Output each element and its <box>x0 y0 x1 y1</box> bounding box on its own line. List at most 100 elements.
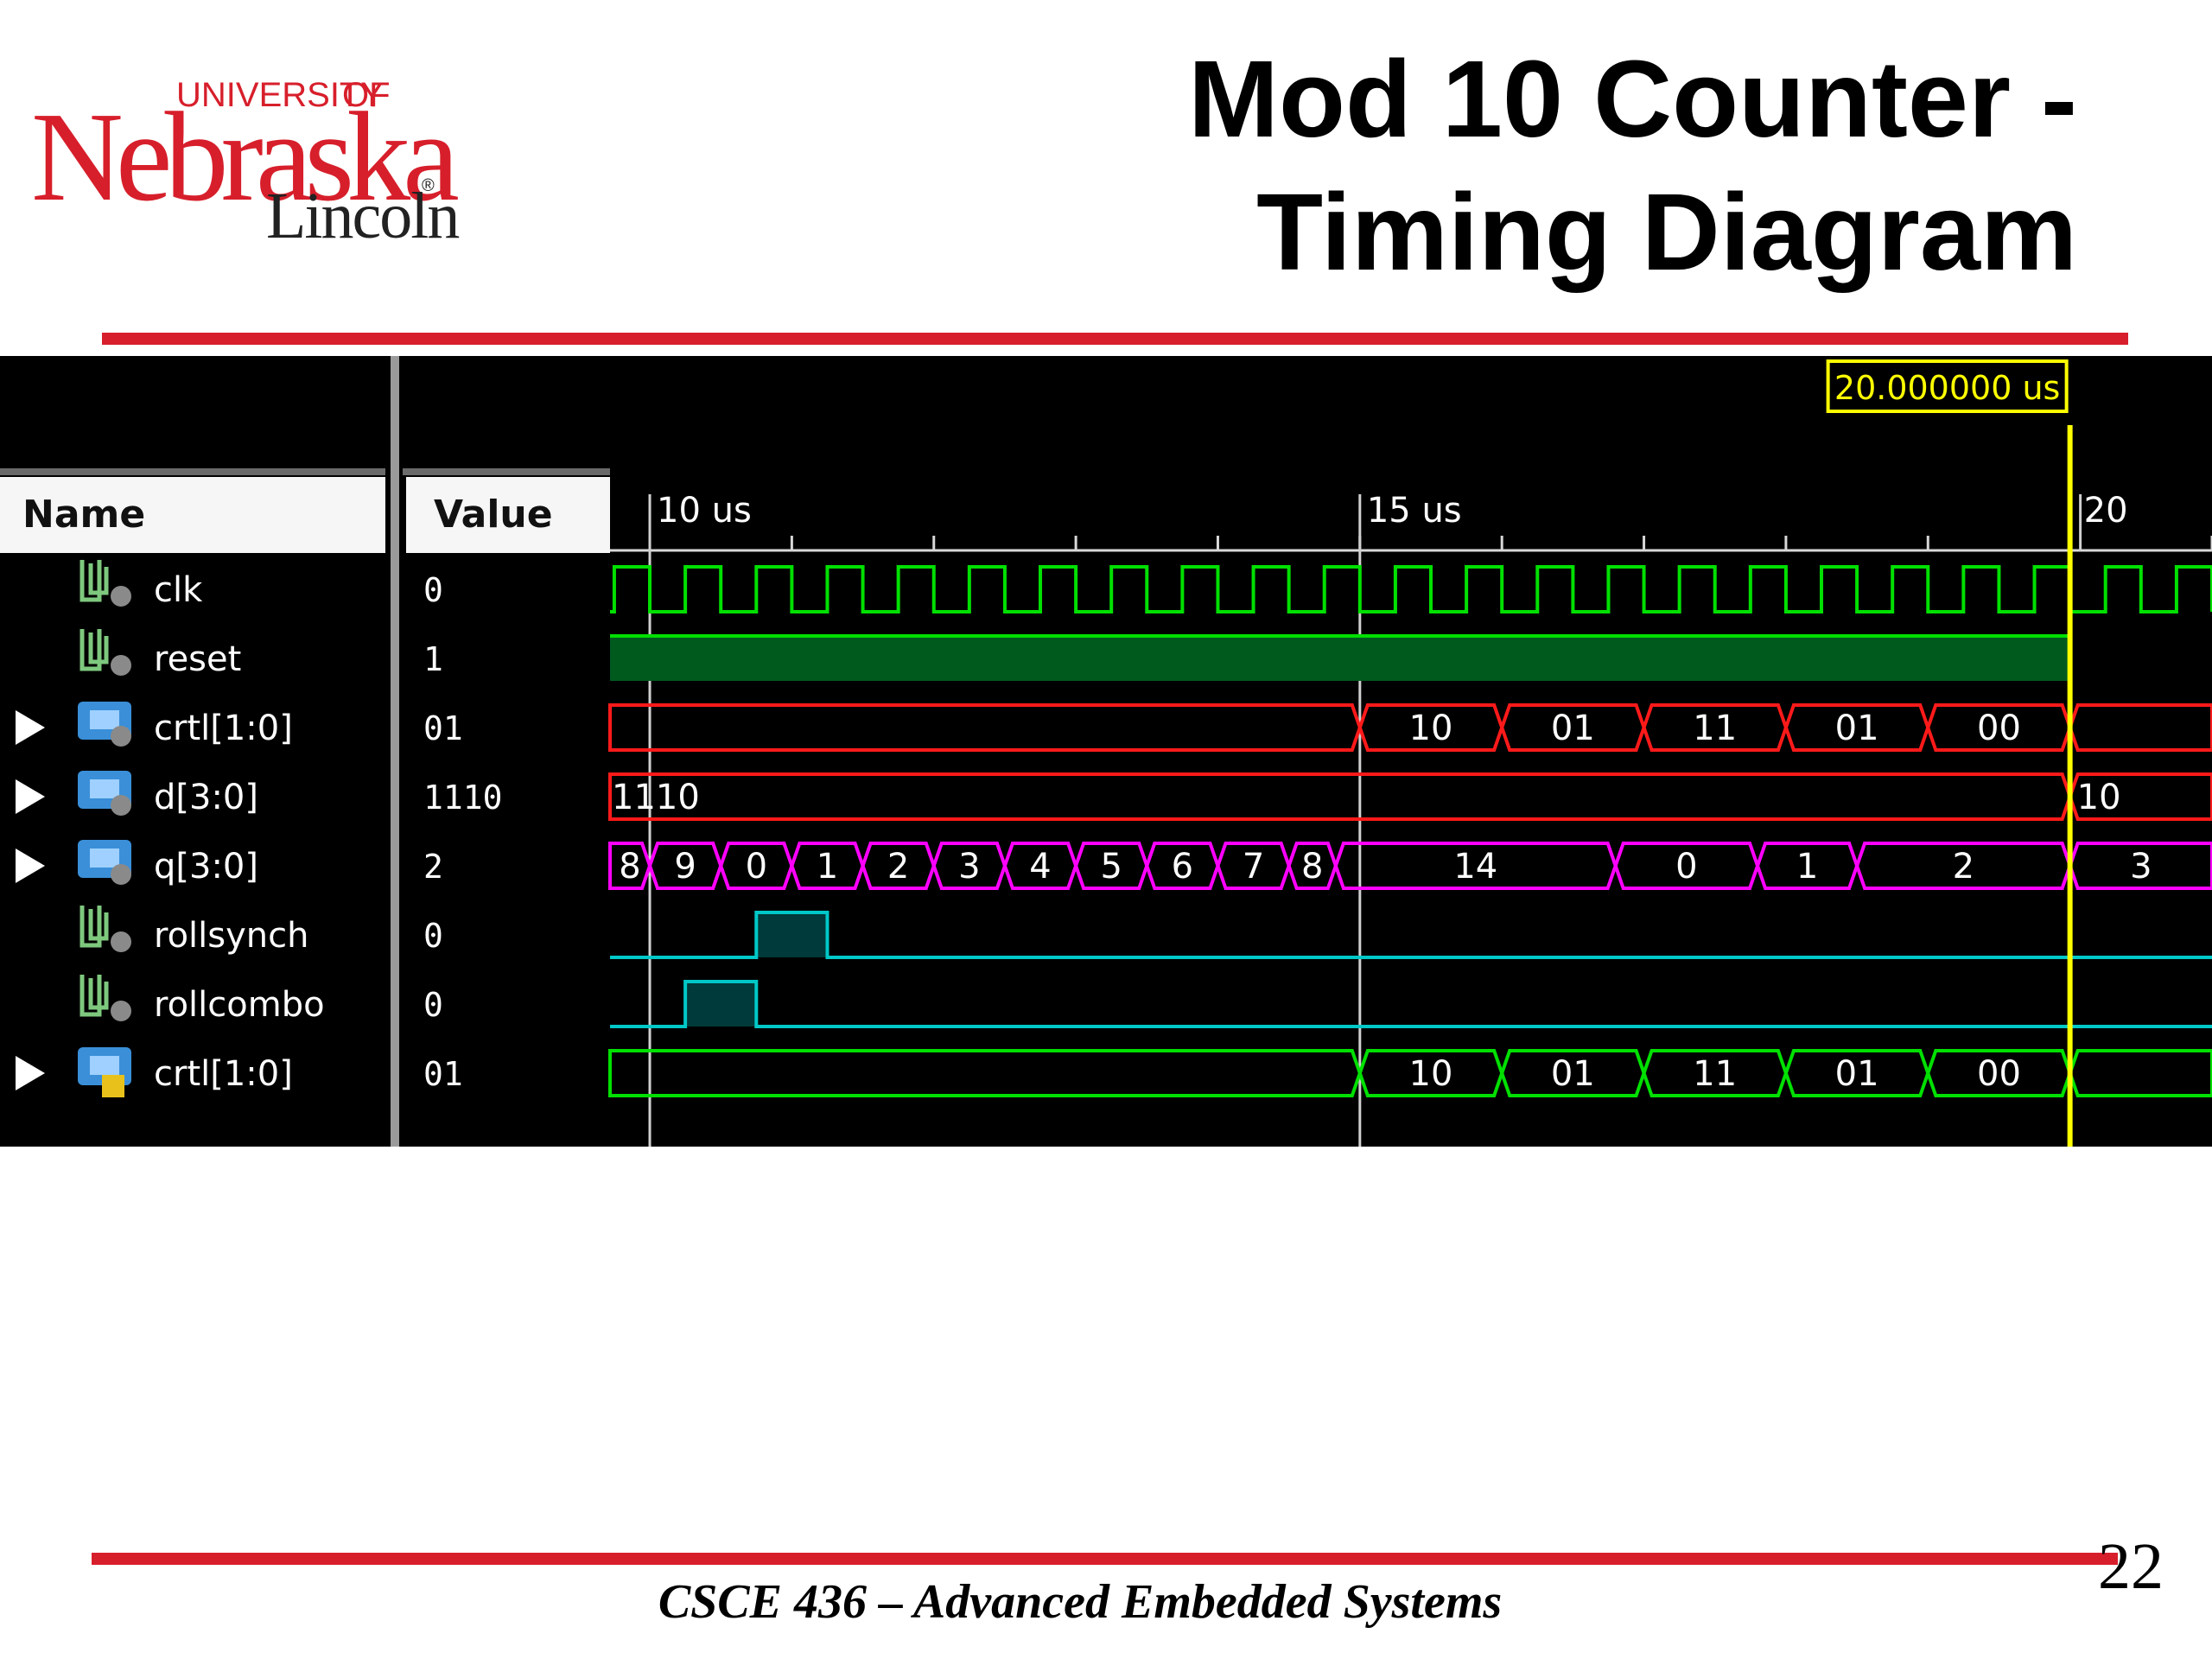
bus-segment <box>2068 772 2212 821</box>
signal-value: 0 <box>423 917 443 955</box>
cursor-readout-box <box>1826 359 2069 413</box>
bus-value-label: 01 <box>1551 1054 1595 1094</box>
bus-value-label: 10 <box>2077 778 2121 817</box>
signal-name[interactable]: rollsynch <box>154 916 308 956</box>
bus-value-label: 14 <box>1453 847 1497 887</box>
bus-value-label: 7 <box>1243 847 1264 887</box>
bus-value-label: 1110 <box>612 778 700 817</box>
bus-value-label: 2 <box>1953 847 1974 887</box>
bus-value-label: 01 <box>1551 709 1595 748</box>
signal-value: 01 <box>423 1055 463 1093</box>
header-divider <box>102 333 2128 345</box>
bus-icon-inner <box>90 779 119 798</box>
bus-value-label: 8 <box>1301 847 1323 887</box>
bus-value-label: 10 <box>1409 1054 1453 1094</box>
bus-value-label: 2 <box>887 847 909 887</box>
page-number: 22 <box>2098 1530 2164 1603</box>
signal-value: 1 <box>423 640 443 678</box>
bus-value-label: 10 <box>1409 709 1453 748</box>
bus-value-label: 0 <box>746 847 767 887</box>
reset-waveform <box>610 636 2070 681</box>
wire-icon-badge <box>111 586 131 607</box>
rollsynch-waveform <box>610 911 2212 959</box>
ruler-time-label: 10 us <box>657 491 752 531</box>
wire-icon-badge <box>111 931 131 952</box>
signal-name[interactable]: crtl[1:0] <box>154 1054 293 1094</box>
wire-icon-badge <box>111 655 131 676</box>
footer-course-text: CSCE 436 – Advanced Embedded Systems <box>658 1575 1503 1629</box>
value-header-top-border <box>403 468 610 475</box>
bus-value-label: 9 <box>674 847 696 887</box>
pulse-fill <box>756 912 828 957</box>
bus-value-label: 11 <box>1693 1054 1737 1094</box>
wire-icon-badge <box>111 1001 131 1021</box>
wire-icon <box>79 560 109 602</box>
slide-title-line1: Mod 10 Counter - <box>1188 38 2077 160</box>
expand-arrow-icon[interactable] <box>16 849 45 883</box>
value-column-header[interactable] <box>406 477 610 553</box>
bus-value-label: 5 <box>1100 847 1122 887</box>
signal-name[interactable]: q[3:0] <box>154 847 258 887</box>
slide-title: Mod 10 Counter - Timing Diagram <box>1188 33 2077 299</box>
input-port-badge <box>102 1075 124 1097</box>
clk-waveform <box>610 565 2212 613</box>
bus-icon-badge <box>111 726 131 747</box>
logo-university-word: UNIVERSITY <box>176 76 385 114</box>
pulse-fill <box>685 982 757 1027</box>
bus-value-label: 00 <box>1977 1054 2021 1094</box>
wire-icon <box>79 629 109 671</box>
signal-name[interactable]: clk <box>154 570 203 610</box>
bus-value-label: 1 <box>1796 847 1818 887</box>
logo-lincoln-word: Lincoln <box>266 180 460 252</box>
bus-value-label: 00 <box>1977 709 2021 748</box>
signal-value: 1110 <box>423 779 503 817</box>
signal-name[interactable]: crtl[1:0] <box>154 709 293 748</box>
signal-name[interactable]: rollcombo <box>154 985 325 1025</box>
input-bus-icon-inner <box>90 1056 119 1075</box>
signal-name[interactable]: d[3:0] <box>154 778 258 817</box>
signal-value: 01 <box>423 709 463 747</box>
wire-icon <box>79 975 109 1017</box>
bus-value-label: 3 <box>2130 847 2152 887</box>
bus-value-label: 1 <box>817 847 838 887</box>
logo-nebraska-word: Nebraska <box>31 86 460 228</box>
expand-arrow-icon[interactable] <box>16 1056 45 1090</box>
rollcombo-waveform <box>610 980 2212 1028</box>
footer-course: CSCE 436 – Advanced Embedded Systems <box>0 1574 2212 1630</box>
bus-icon-inner <box>90 710 119 729</box>
bus-value-label: 4 <box>1029 847 1051 887</box>
logo-registered-mark: ® <box>422 176 435 195</box>
bus-value-label: 6 <box>1172 847 1193 887</box>
expand-arrow-icon[interactable] <box>16 710 45 745</box>
bus-segment <box>2068 842 2212 890</box>
signal-value: 0 <box>423 571 443 609</box>
bus-value-label: 8 <box>619 847 640 887</box>
slide-title-line2: Timing Diagram <box>1256 171 2077 293</box>
bus-icon-badge <box>111 864 131 885</box>
name-column-header[interactable] <box>0 477 385 553</box>
bus-value-label: 11 <box>1693 709 1737 748</box>
signal-name[interactable]: reset <box>154 639 241 679</box>
name-header-top-border <box>0 468 385 475</box>
bus-icon-badge <box>111 795 131 816</box>
expand-arrow-icon[interactable] <box>16 779 45 814</box>
bus-value-label: 3 <box>958 847 980 887</box>
logo-of-word: OF <box>342 76 391 114</box>
bus-value-label: 01 <box>1835 1054 1879 1094</box>
signal-value: 0 <box>423 986 443 1024</box>
pane-splitter[interactable] <box>391 356 399 1147</box>
wire-icon <box>79 906 109 948</box>
bus-icon-inner <box>90 849 119 868</box>
ruler-time-label: 15 us <box>1367 491 1462 531</box>
bus-value-label: 0 <box>1675 847 1697 887</box>
signal-value: 2 <box>423 848 443 886</box>
cursor-time-readout: 20.000000 us <box>1834 369 2060 407</box>
name-header-label: Name <box>22 493 145 537</box>
ruler-time-label: 20 <box>2084 491 2128 531</box>
university-logo: UNIVERSITY OF Nebraska Lincoln ® <box>31 74 460 249</box>
footer-divider <box>92 1553 2118 1565</box>
value-header-label: Value <box>434 493 553 537</box>
bus-segment <box>2068 1049 2212 1097</box>
bus-segment <box>2068 703 2212 752</box>
